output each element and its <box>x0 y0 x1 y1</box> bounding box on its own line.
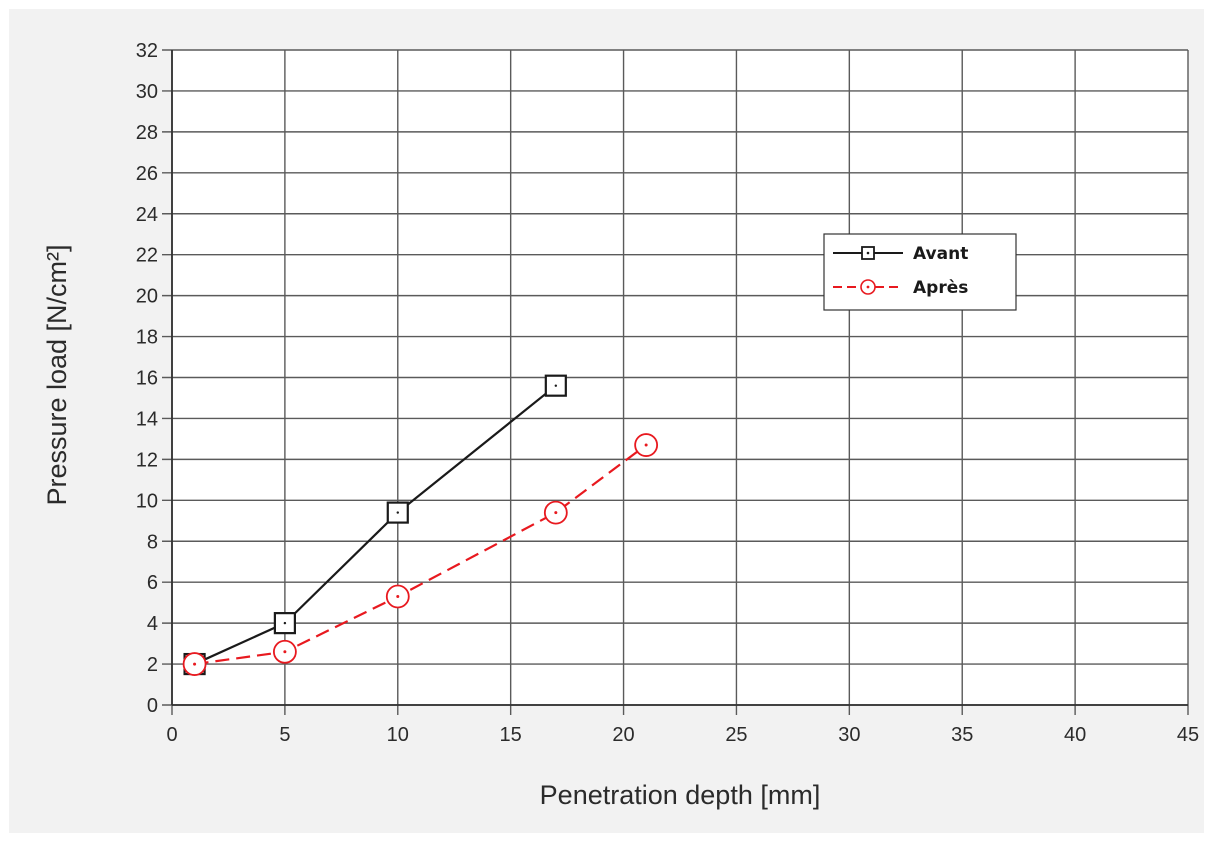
y-tick-label-0: 0 <box>147 695 158 717</box>
y-tick-label-1: 2 <box>147 654 158 676</box>
y-tick-label-3: 6 <box>147 572 158 594</box>
x-tick-label-2: 10 <box>387 724 409 746</box>
y-tick-label-13: 26 <box>136 163 158 185</box>
x-tick-label-1: 5 <box>279 724 290 746</box>
x-tick-labels: 0 5 10 15 20 25 30 35 40 45 <box>166 724 1199 746</box>
y-tick-label-4: 8 <box>147 531 158 553</box>
legend-avant-marker-dot <box>866 251 870 255</box>
y-tick-label-2: 4 <box>147 613 158 635</box>
data-point-apres-center-3 <box>554 511 558 515</box>
data-point-avant-center-1 <box>283 621 287 625</box>
grid <box>162 49 1189 715</box>
x-tick-label-0: 0 <box>166 724 177 746</box>
data-point-apres-center-1 <box>283 650 287 654</box>
x-tick-label-4: 20 <box>612 724 634 746</box>
y-tick-label-16: 32 <box>136 40 158 62</box>
x-tick-label-5: 25 <box>725 724 747 746</box>
y-tick-label-5: 10 <box>136 490 158 512</box>
legend-entry-avant: Avant <box>833 244 968 264</box>
legend-entry-apres: Après <box>833 278 968 298</box>
legend-apres-marker-dot <box>866 285 870 289</box>
legend-apres-label: Après <box>913 278 968 298</box>
data-point-apres-center-2 <box>396 595 400 599</box>
y-axis-title: Pressure load [N/cm²] <box>42 244 72 505</box>
y-tick-label-6: 12 <box>136 449 158 471</box>
x-tick-label-3: 15 <box>500 724 522 746</box>
y-tick-label-11: 22 <box>136 245 158 267</box>
legend: Avant Après <box>823 233 1017 311</box>
data-point-avant-center-2 <box>396 511 399 514</box>
y-tick-label-10: 20 <box>136 286 158 308</box>
data-point-avant-center-3 <box>554 384 558 387</box>
data-point-apres-center-4 <box>644 443 648 447</box>
legend-avant-label: Avant <box>913 244 968 264</box>
legend-box <box>823 233 1017 311</box>
x-tick-label-9: 45 <box>1177 724 1199 746</box>
x-axis-title: Penetration depth [mm] <box>540 780 821 810</box>
series <box>182 374 659 676</box>
y-tick-label-8: 16 <box>136 368 158 390</box>
y-tick-label-15: 30 <box>136 81 158 103</box>
y-tick-label-9: 18 <box>136 327 158 349</box>
data-point-apres-center-0 <box>193 662 197 666</box>
x-tick-label-8: 40 <box>1064 724 1086 746</box>
y-tick-label-12: 24 <box>136 204 158 226</box>
x-tick-label-6: 30 <box>838 724 860 746</box>
series-line-0 <box>194 384 557 666</box>
axes <box>171 50 1188 706</box>
x-tick-label-7: 35 <box>951 724 973 746</box>
y-tick-label-14: 28 <box>136 122 158 144</box>
y-tick-label-7: 14 <box>136 408 158 430</box>
